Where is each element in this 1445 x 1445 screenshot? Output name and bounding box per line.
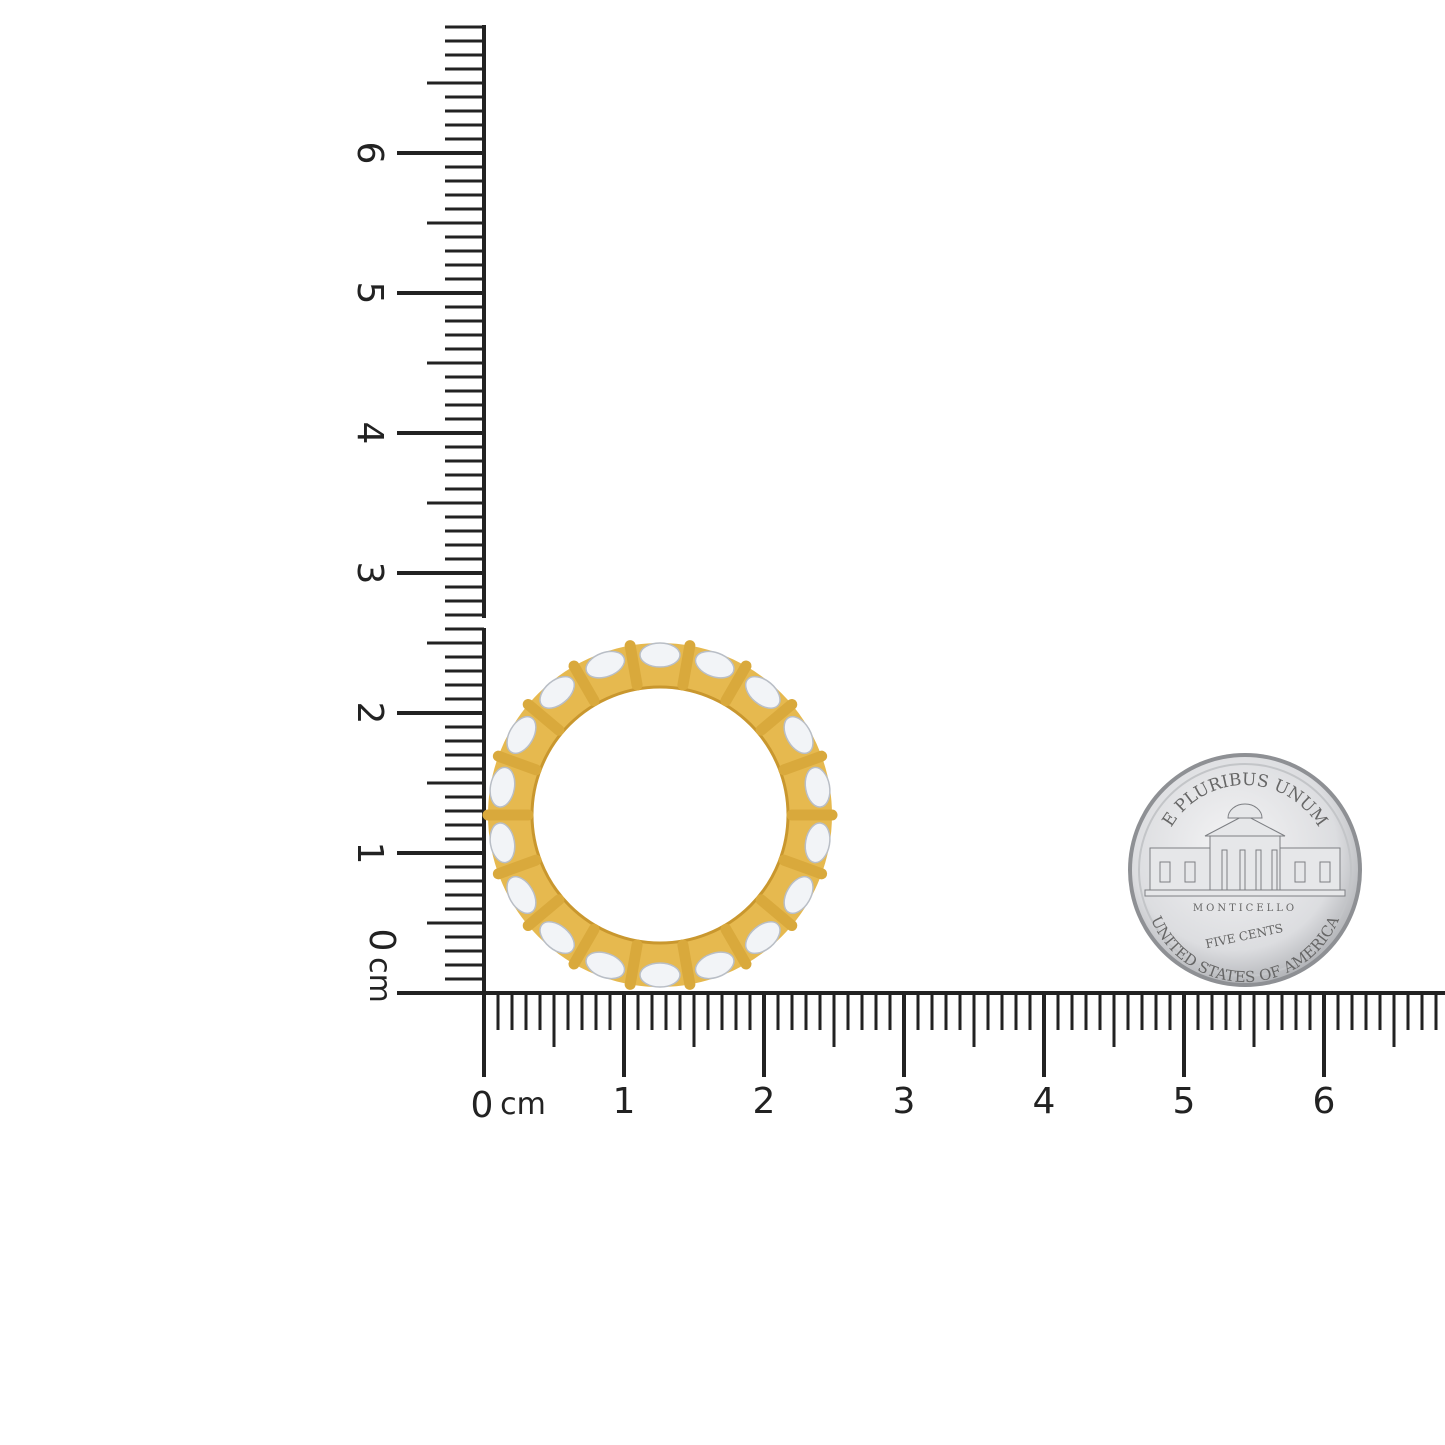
ring-stone [783,875,814,915]
eternity-ring [482,640,838,990]
vertical-ruler [397,25,486,995]
ring-prong [568,660,600,707]
vertical-ruler-label: 2 [349,702,390,725]
ring-prong [568,923,600,970]
ring-stone [489,766,516,808]
ring-stone [783,715,814,755]
ring-inner-edge [530,685,790,945]
ring-stone [506,875,537,915]
ring-stone [539,921,576,955]
horizontal-ruler [482,991,1445,1077]
ring-prong [624,939,643,990]
vertical-ruler-label: 1 [349,842,390,865]
ring-prong [778,750,828,776]
ring-prong [720,660,752,707]
vertical-ruler-label: 4 [349,422,390,445]
horizontal-ruler-label: 4 [1033,1081,1056,1122]
ring-stone [539,675,576,709]
ring-prong [755,698,798,736]
vertical-zero-label: 0 cm [361,929,402,1003]
ring-stone [744,921,781,955]
horizontal-zero-digit: 0 [471,1085,494,1126]
ring-prong [492,854,542,880]
ring-stone [694,951,735,980]
ring-stone [639,962,681,988]
horizontal-ruler-label: 6 [1313,1081,1336,1122]
monticello-building [1144,803,1346,897]
ring-stone [506,715,537,755]
ring-stone [694,650,735,679]
horizontal-unit-label: cm [500,1087,546,1122]
ring-prong [492,750,542,776]
ring-prong [522,698,565,736]
nickel-coin: E PLURIBUS UNUM MONTICELLO FIVE CENTS UN… [1128,753,1362,987]
ring-stone [585,951,626,980]
ring-prong [677,640,696,691]
ring-prong [522,894,565,932]
horizontal-ruler-label: 3 [893,1081,916,1122]
ring-band [488,643,832,987]
ring-prong [624,640,643,691]
vertical-zero-digit: 0 [361,929,402,952]
horizontal-ruler-label: 5 [1173,1081,1196,1122]
ring-stone [804,766,831,808]
coin-building-label: MONTICELLO [1193,903,1297,914]
ring-stone [489,822,516,864]
ring-stone [744,675,781,709]
ring-stone [639,642,681,668]
ring-stone [804,822,831,864]
vertical-ruler-label: 5 [349,282,390,305]
ring-prong [755,894,798,932]
vertical-unit-label: cm [362,957,397,1003]
horizontal-ruler-label: 1 [613,1081,636,1122]
ring-stone [585,650,626,679]
vertical-ruler-label: 6 [349,142,390,165]
vertical-ruler-label: 3 [349,562,390,585]
horizontal-ruler-label: 2 [753,1081,776,1122]
ring-prong [677,939,696,990]
ring-prong [720,923,752,970]
ring-prong [778,854,828,880]
